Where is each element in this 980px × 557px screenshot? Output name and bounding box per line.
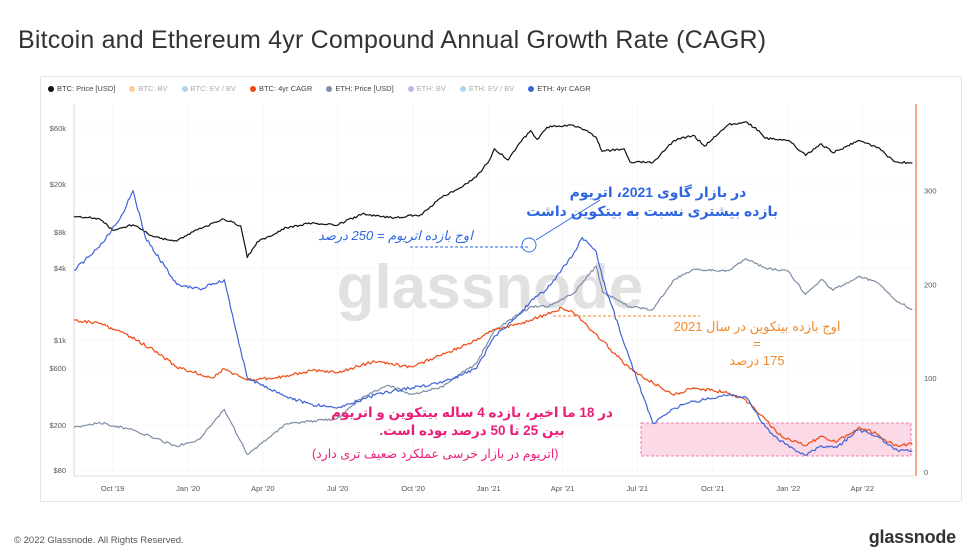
- eth-bull-pointer: [535, 199, 601, 241]
- series-lines: [73, 120, 913, 456]
- legend-item[interactable]: ETH: BV: [407, 84, 446, 93]
- legend-dot-icon: [249, 85, 256, 92]
- legend-item[interactable]: BTC: EV / BV: [181, 84, 236, 93]
- btc-cagr-line: [74, 306, 913, 448]
- legend-label: BTC: EV / BV: [190, 84, 236, 93]
- brand-logo: glassnode: [868, 527, 956, 547]
- annotation-btc-peak: اوج بازده بیتکوین در سال 2021 = 175 درصد: [673, 319, 841, 368]
- right-axis: 300 200 100 0: [924, 187, 937, 477]
- eth-price-line: [73, 257, 913, 455]
- left-tick-label: $60k: [50, 124, 67, 133]
- legend-dot-icon: [407, 85, 414, 92]
- annotation-eth-peak: اوج بازده اتریوم = 250 درصد: [318, 228, 473, 243]
- legend-dot-icon: [459, 85, 466, 92]
- eth-cagr-line: [73, 190, 913, 456]
- x-tick-label: Jul '20: [327, 484, 348, 493]
- x-tick-label: Jan '22: [776, 484, 800, 493]
- right-tick-label: 100: [924, 374, 937, 383]
- legend-label: BTC: Price [USD]: [57, 84, 116, 93]
- left-tick-label: $8k: [54, 228, 66, 237]
- left-tick-label: $4k: [54, 264, 66, 273]
- legend-dot-icon: [48, 85, 54, 92]
- legend-dot-icon: [528, 85, 535, 92]
- legend-dot-icon: [326, 85, 333, 92]
- legend-label: ETH: 4yr CAGR: [537, 84, 591, 93]
- left-tick-label: $1k: [54, 336, 66, 345]
- annotation-eth-bull: در بازار گاوی 2021، اتریوم بازده بیشتری ن…: [526, 184, 778, 219]
- legend-label: ETH: EV / BV: [468, 84, 515, 93]
- left-tick-label: $600: [49, 364, 66, 373]
- x-axis: Oct '19 Jan '20 Apr '20 Jul '20 Oct '20 Jan '…: [101, 484, 874, 493]
- x-tick-label: Apr '21: [551, 484, 575, 493]
- legend-dot-icon: [129, 85, 136, 92]
- watermark: glassnode: [337, 253, 644, 322]
- left-tick-label: $20k: [50, 180, 67, 189]
- left-axis: $60k $20k $8k $4k $1k $600 $200 $80: [49, 124, 66, 475]
- x-tick-label: Jul '21: [627, 484, 648, 493]
- left-tick-label: $80: [53, 466, 66, 475]
- x-tick-label: Oct '20: [401, 484, 425, 493]
- chart-frame: [40, 76, 962, 502]
- x-tick-label: Apr '20: [251, 484, 275, 493]
- x-tick-label: Oct '19: [101, 484, 125, 493]
- annotation-lines: [410, 199, 700, 317]
- legend-dot-icon: [181, 85, 188, 92]
- legend-label: ETH: Price [USD]: [335, 84, 394, 93]
- eth-peak-marker: [521, 237, 537, 253]
- legend-item[interactable]: ETH: 4yr CAGR: [528, 84, 591, 93]
- legend-item[interactable]: ETH: Price [USD]: [326, 84, 394, 93]
- legend-item[interactable]: BTC: 4yr CAGR: [249, 84, 313, 93]
- legend-item[interactable]: ETH: EV / BV: [459, 84, 515, 93]
- legend-item[interactable]: BTC: BV: [129, 84, 168, 93]
- copyright: © 2022 Glassnode. All Rights Reserved.: [14, 535, 184, 546]
- x-tick-label: Jan '20: [176, 484, 200, 493]
- right-tick-label: 200: [924, 280, 937, 289]
- legend-label: BTC: BV: [138, 84, 168, 93]
- right-tick-label: 300: [924, 187, 937, 196]
- btc-price-line: [73, 120, 913, 259]
- right-tick-label: 0: [924, 468, 928, 477]
- legend: BTC: Price [USD] BTC: BV BTC: EV / BV BTC: …: [48, 84, 591, 93]
- recent-range-highlight: [640, 422, 912, 457]
- grid: [73, 104, 917, 477]
- x-tick-label: Jan '21: [477, 484, 501, 493]
- legend-item[interactable]: BTC: Price [USD]: [48, 84, 115, 93]
- x-tick-label: Apr '22: [851, 484, 875, 493]
- annotation-recent: در 18 ما اخیر، بازده 4 ساله بیتکوین و ات…: [331, 405, 613, 438]
- chart-title: Bitcoin and Ethereum 4yr Compound Annual…: [18, 26, 767, 54]
- annotation-recent-note: (اتریوم در بازار خرسی عملکرد ضعیف تری دا…: [312, 447, 559, 461]
- legend-label: ETH: BV: [416, 84, 446, 93]
- x-tick-label: Oct '21: [701, 484, 725, 493]
- legend-label: BTC: 4yr CAGR: [258, 84, 313, 93]
- left-tick-label: $200: [49, 421, 66, 430]
